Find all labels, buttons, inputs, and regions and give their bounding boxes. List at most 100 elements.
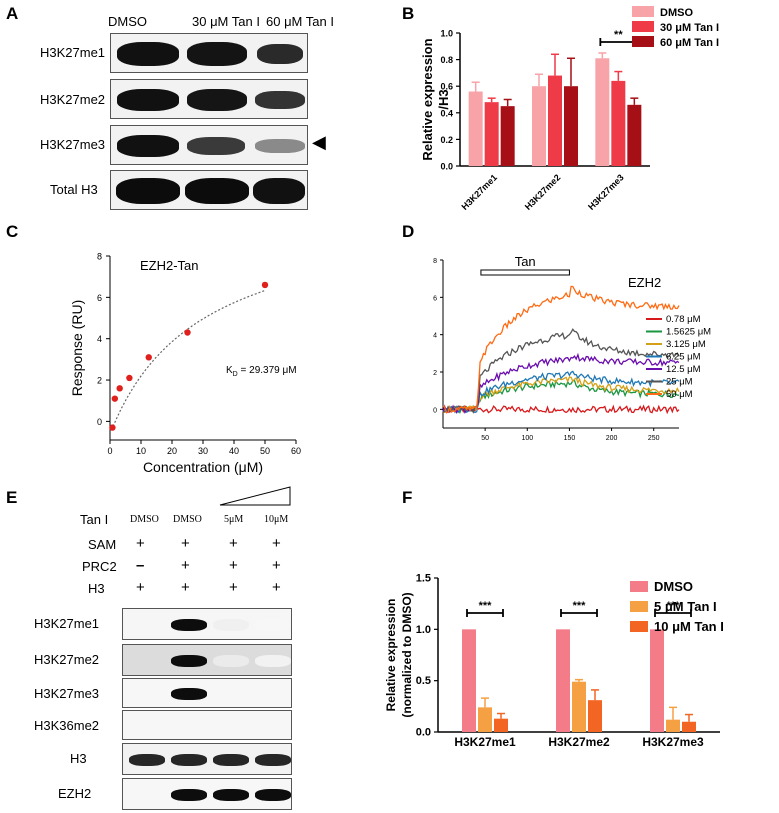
blot-strip bbox=[122, 710, 292, 740]
bar bbox=[682, 721, 696, 732]
y-axis-label: (normalized to DMSO) bbox=[400, 592, 414, 717]
chart-b: 0.0 0.2 0.4 0.6 0.8 1.0 H3K27me1 H3K27me2 H3K27m… bbox=[420, 6, 719, 212]
x-tick-label: 200 bbox=[606, 435, 618, 442]
series-line bbox=[442, 285, 680, 414]
series-line bbox=[442, 328, 680, 414]
lane-label: 5μM bbox=[224, 514, 244, 525]
significance-label: *** bbox=[667, 600, 681, 612]
x-category-label: H3K27me3 bbox=[586, 172, 626, 212]
blot-band bbox=[171, 655, 207, 667]
condition-mark: + bbox=[181, 535, 190, 552]
arrowhead-icon: ◀ bbox=[312, 132, 326, 152]
series-line bbox=[442, 370, 680, 414]
condition-mark: + bbox=[229, 579, 238, 596]
panel-label-b: B bbox=[402, 4, 415, 23]
x-tick-label: 50 bbox=[481, 435, 489, 442]
y-tick-label: 2 bbox=[433, 370, 437, 377]
blot-band bbox=[213, 655, 249, 667]
bar bbox=[548, 75, 562, 166]
condition-mark: + bbox=[229, 535, 238, 552]
chart-title: EZH2-Tan bbox=[140, 258, 199, 273]
y-axis-label: Relative expression bbox=[420, 38, 435, 160]
x-axis-label: Concentration (μM) bbox=[143, 459, 263, 475]
lane-label: DMSO bbox=[108, 14, 147, 29]
y-tick-label: 1.0 bbox=[440, 29, 453, 39]
bar bbox=[478, 707, 492, 732]
blot-band bbox=[255, 754, 291, 766]
legend-label: DMSO bbox=[654, 579, 693, 594]
x-tick-label: 40 bbox=[229, 446, 239, 456]
blot-strip bbox=[122, 743, 292, 775]
row-label: Total H3 bbox=[50, 182, 98, 197]
bar bbox=[532, 86, 546, 166]
condition-mark: + bbox=[272, 535, 281, 552]
x-category-label: H3K27me2 bbox=[548, 735, 610, 749]
blot-row-label: H3K27me1 bbox=[34, 616, 100, 631]
kd-annotation: KD = 29.379 μM bbox=[226, 365, 297, 378]
significance-label: ** bbox=[614, 29, 623, 41]
x-tick-label: 150 bbox=[564, 435, 576, 442]
condition-mark: + bbox=[181, 579, 190, 596]
x-tick-label: 250 bbox=[648, 435, 660, 442]
data-point bbox=[126, 374, 133, 382]
significance-label: *** bbox=[479, 600, 493, 612]
y-tick-label: 6 bbox=[97, 293, 102, 303]
y-tick-label: 0.0 bbox=[440, 162, 453, 172]
y-axis-label: Relative expression bbox=[384, 599, 398, 712]
condition-mark: + bbox=[136, 535, 145, 552]
lane-label: 60 μM Tan I bbox=[266, 14, 334, 29]
blot-band bbox=[255, 655, 291, 667]
blot-strip bbox=[122, 608, 292, 640]
blot-row-label: EZH2 bbox=[58, 786, 92, 801]
bar bbox=[595, 58, 610, 166]
x-category-label: H3K27me1 bbox=[454, 735, 516, 749]
blot-band bbox=[129, 754, 165, 766]
y-tick-label: 8 bbox=[433, 258, 437, 265]
blot-row-label: H3K27me3 bbox=[34, 686, 100, 701]
condition-mark: + bbox=[272, 579, 281, 596]
y-tick-label: 1.5 bbox=[416, 573, 431, 585]
x-tick-label: 0 bbox=[107, 446, 112, 456]
data-point bbox=[116, 385, 123, 392]
x-category-label: H3K27me1 bbox=[459, 172, 499, 212]
condition-mark: – bbox=[136, 557, 145, 574]
lane-label: 10μM bbox=[264, 514, 289, 525]
bar bbox=[556, 629, 570, 732]
legend-label: 1.5625 μM bbox=[666, 327, 711, 338]
condition-mark: + bbox=[136, 579, 145, 596]
legend-swatch bbox=[632, 6, 654, 17]
bar bbox=[572, 681, 586, 732]
bar bbox=[462, 629, 476, 732]
panel-label-d: D bbox=[402, 222, 415, 241]
injection-label: Tan bbox=[515, 254, 536, 269]
blot-band bbox=[213, 619, 249, 631]
panel-label-a: A bbox=[6, 4, 19, 23]
bar bbox=[588, 700, 602, 732]
lane-label: DMSO bbox=[173, 514, 202, 525]
legend-label: 0.78 μM bbox=[666, 314, 701, 325]
y-tick-label: 0.8 bbox=[440, 55, 453, 65]
y-tick-label: 0.6 bbox=[440, 82, 453, 92]
blot-row-label: H3 bbox=[70, 751, 87, 766]
legend-label: 25 μM bbox=[666, 377, 693, 388]
row-label: H3K27me2 bbox=[40, 92, 106, 107]
concentration-triangle-icon bbox=[219, 486, 291, 506]
row-label: H3K27me3 bbox=[40, 137, 106, 152]
condition-mark: + bbox=[272, 557, 281, 574]
panel-e-assay-blot: Tan I DMSO DMSO 5μM 10μM SAM + + + + PRC2 – + + +… bbox=[0, 480, 400, 813]
x-tick-label: 100 bbox=[521, 435, 533, 442]
lane-label: 30 μM Tan I bbox=[192, 14, 260, 29]
blot-band bbox=[171, 619, 207, 631]
x-tick-label: 50 bbox=[260, 446, 270, 456]
y-tick-label: 1.0 bbox=[416, 624, 431, 636]
condition-mark: + bbox=[181, 557, 190, 574]
legend-label: 5 μM Tan I bbox=[654, 599, 717, 614]
panel-label-f: F bbox=[402, 488, 413, 507]
legend-label: DMSO bbox=[660, 7, 693, 19]
bar bbox=[564, 86, 578, 166]
y-tick-label: 4 bbox=[433, 333, 437, 340]
series-line bbox=[442, 352, 680, 414]
row-label: H3K27me1 bbox=[40, 45, 106, 60]
chart-d: 0 2 4 6 8 50 100 150 200 250 Tan EZH2 0.78 μM 1.5625 … bbox=[433, 254, 711, 442]
y-tick-label: 8 bbox=[97, 252, 102, 262]
